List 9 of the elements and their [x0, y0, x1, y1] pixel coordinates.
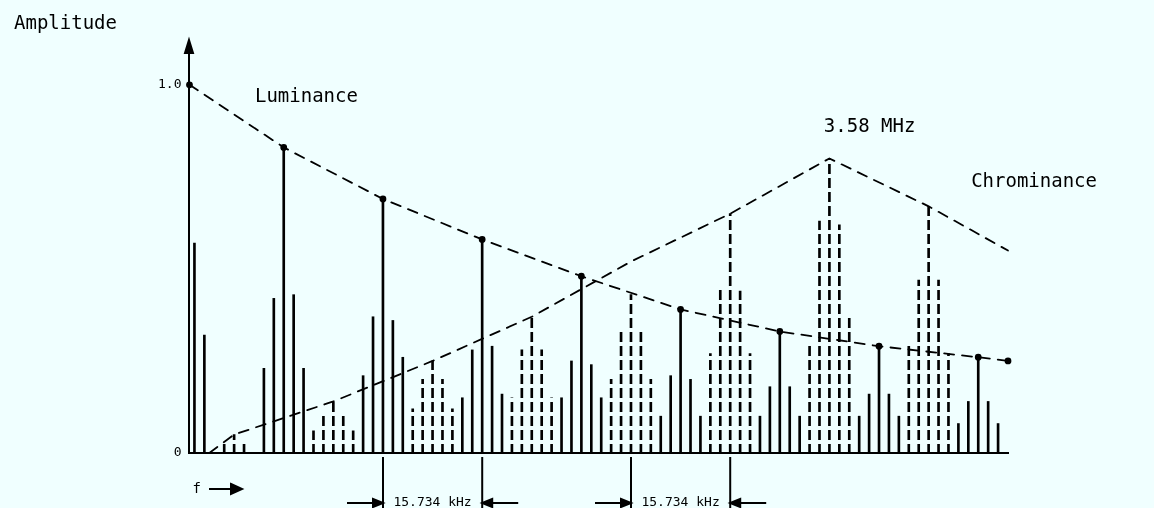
text: f	[192, 479, 201, 496]
y-tick-label: 1.0	[158, 76, 182, 92]
series-label: Chrominance	[971, 168, 1098, 191]
series-label: Luminance	[254, 83, 358, 106]
text: 15.734 kHz	[393, 494, 472, 508]
y-axis-title: Amplitude	[14, 10, 117, 33]
y-tick-label: 0	[173, 444, 182, 460]
text: 15.734 kHz	[641, 494, 720, 508]
annotation: 3.58 MHz	[823, 113, 916, 136]
